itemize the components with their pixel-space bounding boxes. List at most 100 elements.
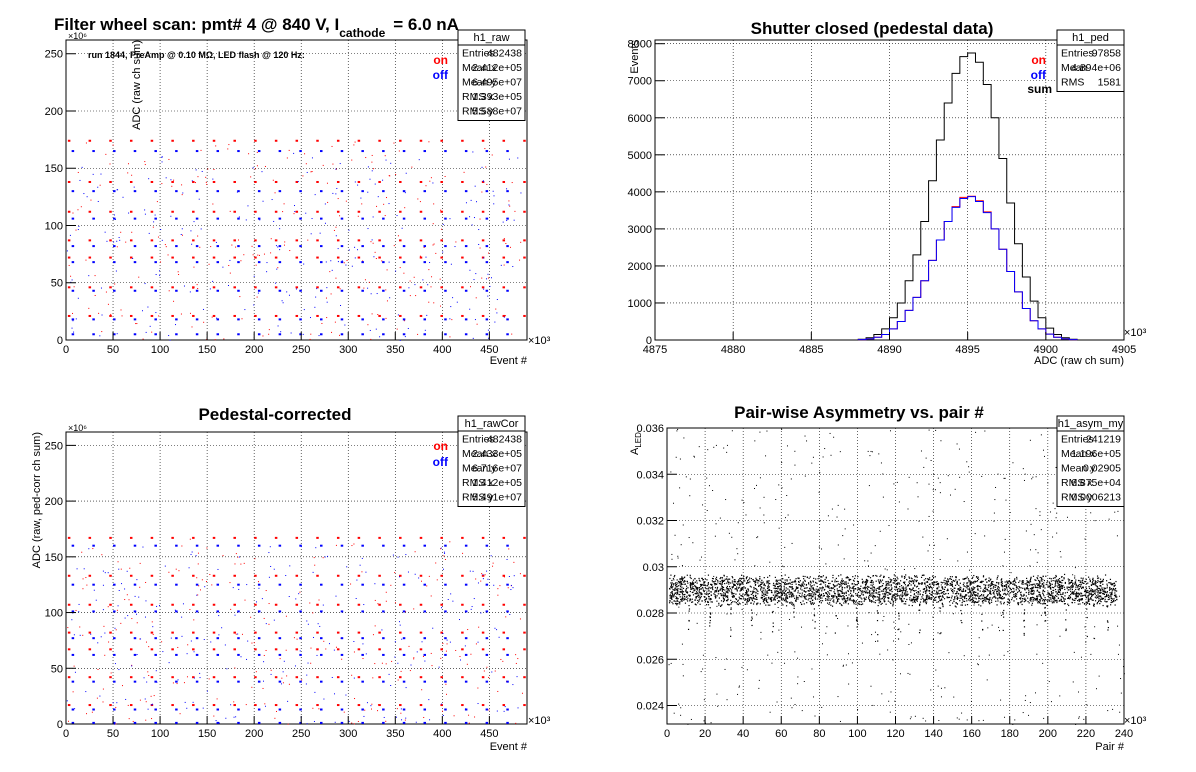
data-point	[859, 603, 861, 606]
data-point	[993, 593, 995, 595]
data-point	[759, 585, 761, 587]
data-point	[1033, 590, 1035, 592]
data-point	[353, 640, 355, 642]
data-point	[752, 603, 755, 605]
data-point	[1087, 589, 1089, 592]
data-point	[397, 314, 399, 316]
data-point	[780, 597, 783, 599]
data-point	[885, 592, 888, 594]
data-marks	[66, 536, 526, 725]
data-point	[241, 633, 243, 635]
data-point	[336, 603, 340, 606]
grid	[655, 40, 1124, 340]
data-point	[192, 286, 195, 289]
data-point	[340, 637, 344, 640]
data-point	[340, 150, 344, 153]
data-point	[88, 603, 92, 606]
data-point	[989, 591, 991, 593]
data-point	[90, 633, 92, 635]
data-point	[1025, 583, 1027, 585]
data-point	[428, 269, 430, 271]
data-point	[121, 315, 123, 317]
data-point	[237, 190, 240, 193]
data-point	[302, 333, 304, 335]
data-point	[1025, 595, 1027, 597]
data-point	[306, 674, 308, 676]
data-point	[730, 599, 732, 601]
data-point	[92, 708, 95, 711]
data-point	[475, 578, 477, 580]
data-point	[1029, 597, 1032, 599]
data-point	[738, 579, 740, 581]
data-point	[892, 594, 894, 596]
data-point	[973, 593, 975, 595]
data-point	[966, 584, 968, 587]
data-point	[923, 588, 926, 590]
data-point	[523, 704, 526, 707]
data-point	[336, 676, 340, 679]
data-point	[171, 631, 174, 634]
data-point	[264, 705, 266, 707]
data-point	[887, 582, 889, 585]
data-point	[897, 582, 899, 584]
data-point	[690, 583, 692, 585]
data-point	[113, 190, 116, 193]
data-point	[299, 708, 302, 711]
data-point	[257, 653, 261, 656]
data-point	[783, 592, 786, 595]
data-point	[906, 594, 908, 596]
data-point	[937, 584, 940, 586]
data-point	[485, 721, 489, 724]
data-point	[1004, 588, 1006, 590]
data-point	[145, 641, 147, 643]
data-point	[672, 596, 674, 598]
data-point	[207, 168, 209, 170]
data-point	[237, 637, 240, 640]
data-point	[1055, 582, 1057, 584]
data-point	[1053, 598, 1055, 600]
data-point	[371, 154, 373, 156]
data-point	[827, 596, 829, 598]
data-point	[706, 579, 708, 581]
data-point	[1093, 589, 1095, 591]
data-point	[316, 239, 319, 242]
data-point	[1064, 598, 1066, 600]
x-multiplier: ×10³	[1124, 327, 1147, 339]
data-point	[707, 600, 709, 603]
data-point	[386, 197, 388, 199]
data-point	[1080, 577, 1082, 579]
data-point	[679, 596, 681, 598]
data-point	[982, 589, 984, 591]
data-point	[680, 598, 682, 601]
data-point	[755, 577, 757, 579]
data-point	[306, 620, 308, 622]
data-point	[382, 245, 385, 248]
data-point	[254, 239, 257, 242]
data-point	[228, 144, 230, 146]
data-point	[481, 191, 483, 193]
data-point	[1005, 585, 1007, 587]
data-point	[818, 580, 820, 582]
data-point	[846, 586, 848, 589]
data-point	[79, 634, 81, 636]
data-point	[139, 638, 141, 640]
data-point	[698, 586, 701, 589]
data-point	[72, 212, 74, 214]
data-point	[925, 591, 927, 593]
data-point	[161, 157, 163, 159]
data-point	[1002, 593, 1005, 595]
data-point	[503, 264, 505, 266]
data-point	[333, 229, 335, 231]
data-point	[182, 603, 184, 605]
data-point	[978, 598, 980, 600]
data-point	[1093, 603, 1095, 605]
data-point	[1019, 597, 1021, 599]
data-point	[320, 289, 323, 292]
data-point	[95, 599, 97, 601]
data-point	[1000, 579, 1002, 581]
data-point	[1091, 599, 1093, 601]
data-point	[1107, 598, 1109, 601]
data-point	[972, 586, 974, 588]
data-point	[735, 593, 737, 595]
data-point	[500, 264, 502, 266]
